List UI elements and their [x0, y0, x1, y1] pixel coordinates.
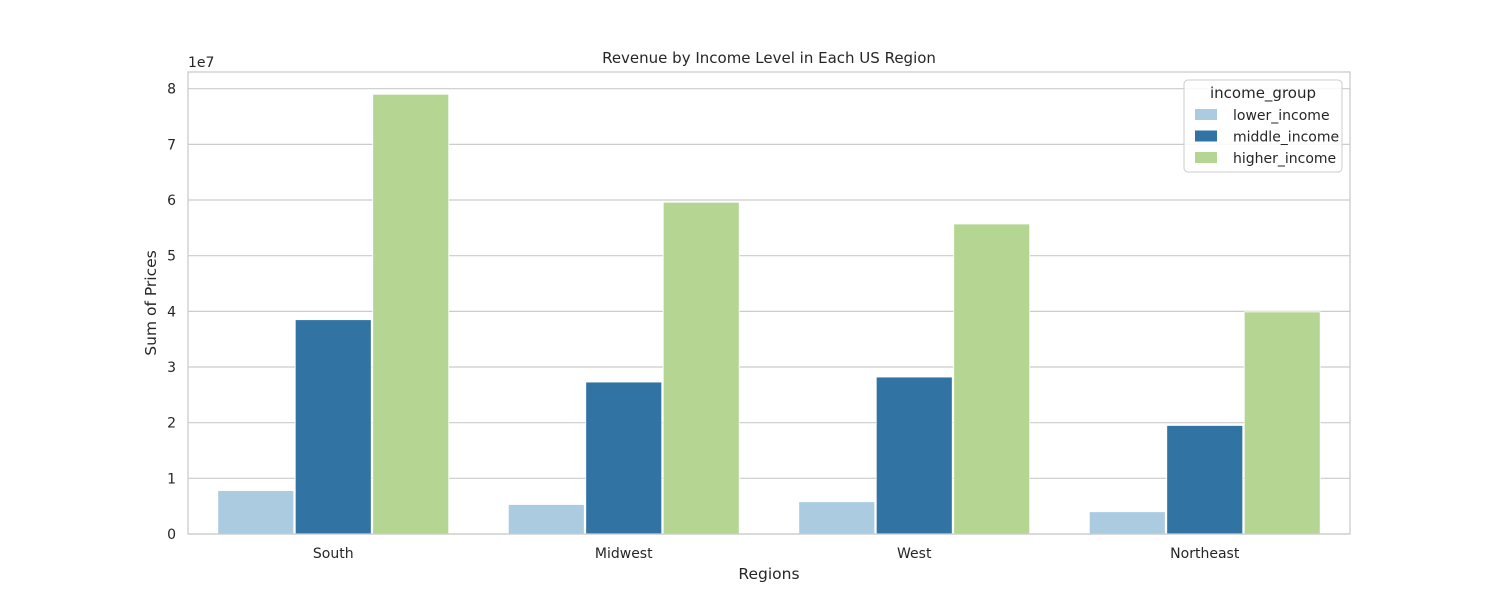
- y-tick-label: 1: [167, 471, 176, 487]
- bar-higher-income-northeast: [1243, 311, 1321, 535]
- x-tick-labels: South Midwest West Northeast: [313, 546, 1240, 562]
- x-tick-label: South: [313, 546, 354, 562]
- y-tick-label: 5: [167, 249, 176, 265]
- bar-higher-income-south: [372, 93, 450, 535]
- legend-box: [1183, 79, 1343, 173]
- legend-label: middle_income: [1233, 130, 1339, 146]
- bar-middle-income-northeast: [1166, 425, 1244, 535]
- y-tick-label: 0: [167, 527, 176, 543]
- y-tick-label: 4: [167, 304, 176, 320]
- legend-label: higher_income: [1233, 151, 1336, 167]
- x-tick-label: Midwest: [595, 546, 653, 562]
- x-tick-label: West: [897, 546, 932, 562]
- y-tick-label: 3: [167, 360, 176, 376]
- y-axis-label: Sum of Prices: [142, 250, 160, 355]
- x-tick-label: Northeast: [1170, 546, 1240, 562]
- legend-items: lower_income middle_income higher_income: [1195, 108, 1339, 167]
- bar-lower-income-south: [217, 490, 295, 535]
- legend-swatch-lower-income: [1195, 109, 1217, 120]
- legend-swatch-middle-income: [1195, 130, 1217, 142]
- legend-label: lower_income: [1233, 108, 1330, 124]
- y-tick-label: 6: [167, 193, 176, 209]
- bar-lower-income-northeast: [1088, 511, 1166, 535]
- y-tick-labels: 0 1 2 3 4 5 6 7 8: [167, 82, 176, 543]
- bars: [217, 93, 1321, 535]
- bar-middle-income-south: [294, 319, 372, 535]
- bar-middle-income-west: [875, 376, 953, 535]
- legend-swatch-higher-income: [1195, 152, 1217, 163]
- plot-frame: [187, 71, 1351, 535]
- bar-lower-income-west: [798, 501, 876, 535]
- y-tick-label: 8: [167, 82, 176, 98]
- legend: income_group lower_income middle_incomehi…: [1183, 79, 1343, 173]
- bar-lower-income-midwest: [507, 504, 585, 535]
- y-offset-label: 1e7: [188, 55, 214, 71]
- y-tick-label: 7: [167, 137, 176, 153]
- bar-middle-income-midwest: [585, 381, 663, 535]
- y-tick-label: 2: [167, 416, 176, 432]
- bar-higher-income-midwest: [662, 201, 740, 535]
- chart-title: Revenue by Income Level in Each US Regio…: [602, 49, 936, 67]
- x-axis-label: Regions: [738, 565, 799, 583]
- legend-title: income_group: [1210, 84, 1316, 103]
- bar-higher-income-west: [953, 223, 1031, 535]
